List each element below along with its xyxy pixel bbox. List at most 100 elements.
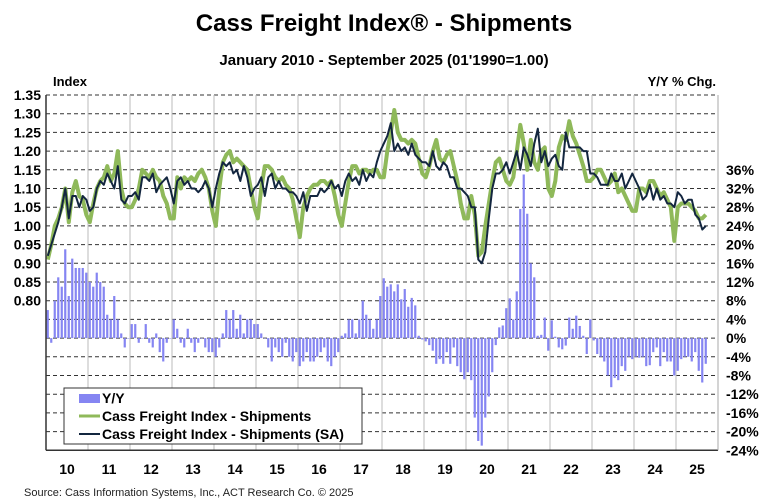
yy-bar (193, 338, 196, 353)
yy-bar (190, 338, 193, 343)
right-tick-labels: 36% 32% 28% 24% 20% 16% 12% 8% 4% 0% -4% -8% -12% -16… (726, 162, 759, 458)
yy-bar (470, 338, 473, 381)
yy-bar (512, 319, 515, 339)
yy-bar (673, 338, 676, 376)
yy-bar (554, 336, 557, 339)
yy-bar (484, 338, 487, 418)
chart-title: Cass Freight Index® - Shipments (196, 10, 572, 37)
yy-bar (578, 325, 581, 339)
right-tick-label: 4% (726, 311, 747, 327)
yy-bar (200, 338, 203, 339)
yy-bar (256, 324, 259, 339)
yy-bar (221, 333, 224, 339)
left-tick-label: 1.30 (14, 106, 41, 122)
x-tick-label: 20 (479, 461, 495, 477)
yy-bar (704, 338, 707, 364)
yy-bar (456, 338, 459, 367)
yy-bar (207, 338, 210, 353)
yy-bar (46, 310, 49, 339)
yy-bar (186, 328, 189, 339)
yy-bar (407, 306, 410, 339)
x-tick-label: 13 (185, 461, 201, 477)
yy-bar (155, 333, 158, 339)
yy-bar (687, 338, 690, 357)
yy-bar (274, 338, 277, 348)
yy-bar (60, 286, 63, 339)
legend-label-nsa: Cass Freight Index - Shipments (102, 408, 311, 424)
chart-subtitle: January 2010 - September 2025 (01'1990=1… (219, 52, 548, 69)
yy-bar (585, 338, 588, 354)
yy-bar (522, 174, 525, 339)
x-tick-label: 14 (227, 461, 243, 477)
yy-bar (323, 338, 326, 348)
x-tick-label: 21 (521, 461, 537, 477)
right-tick-label: -20% (726, 424, 759, 440)
yy-bar (400, 299, 403, 339)
yy-bar (571, 328, 574, 339)
yy-bar (249, 319, 252, 339)
right-tick-label: 32% (726, 181, 755, 197)
yy-bar (270, 338, 273, 362)
yy-bar (617, 338, 620, 381)
yy-bar (337, 338, 340, 353)
yy-bar (449, 338, 452, 364)
right-tick-label: -16% (726, 405, 759, 421)
yy-bar (442, 338, 445, 364)
left-tick-label: 1.15 (14, 162, 41, 178)
yy-bar (85, 272, 88, 339)
yy-bar (99, 282, 102, 339)
yy-bar (568, 317, 571, 339)
yy-bar (645, 338, 648, 367)
yy-bar (88, 282, 91, 339)
yy-bar (267, 338, 270, 348)
yy-bar (354, 333, 357, 339)
yy-bar (351, 319, 354, 339)
index-lines (45, 108, 708, 265)
yy-bar (232, 310, 235, 339)
yy-bar (403, 289, 406, 339)
legend-box (63, 387, 363, 445)
right-tick-label: 28% (726, 199, 755, 215)
legend: Y/Y Cass Freight Index - Shipments Cass … (63, 387, 363, 445)
yy-bar (312, 338, 315, 362)
right-tick-label: 12% (726, 274, 755, 290)
right-tick-label: 0% (726, 330, 747, 346)
legend-label-sa: Cass Freight Index - Shipments (SA) (102, 426, 344, 442)
yy-bar (386, 286, 389, 339)
left-tick-labels: 1.35 1.30 1.25 1.20 1.15 1.10 1.05 1.00 0.95 0.90… (14, 87, 41, 309)
yy-bar (368, 319, 371, 339)
yy-bar (78, 267, 81, 339)
yy-bar (162, 338, 165, 362)
yy-bar (655, 338, 658, 348)
yy-bar (71, 258, 74, 339)
yy-bar (603, 338, 606, 362)
yy-bar (515, 291, 518, 339)
yy-bar (648, 338, 651, 366)
yy-bar (106, 314, 109, 339)
yy-bar (291, 338, 294, 362)
left-tick-label: 0.85 (14, 274, 41, 290)
yy-bar (302, 338, 305, 362)
yy-bar (319, 338, 322, 353)
yy-bar (543, 317, 546, 339)
legend-swatch-yy (79, 394, 100, 403)
yy-bar (431, 338, 434, 351)
yy-bar (669, 338, 672, 362)
yy-bar (445, 338, 448, 353)
yy-bar (662, 338, 665, 353)
yy-bar (575, 315, 578, 339)
right-tick-label: -12% (726, 386, 759, 402)
yy-bar (242, 333, 245, 339)
yy-bar (263, 338, 266, 339)
yy-bar (557, 338, 560, 348)
yy-bar (382, 278, 385, 339)
yy-bar (284, 338, 287, 343)
yy-bar (134, 324, 137, 339)
left-tick-label: 1.25 (14, 124, 41, 140)
x-tick-label: 17 (353, 461, 369, 477)
x-tick-label: 15 (269, 461, 285, 477)
yy-bar (564, 338, 567, 346)
yy-bar (246, 319, 249, 339)
yy-bar (372, 328, 375, 339)
yy-bar (424, 338, 427, 342)
